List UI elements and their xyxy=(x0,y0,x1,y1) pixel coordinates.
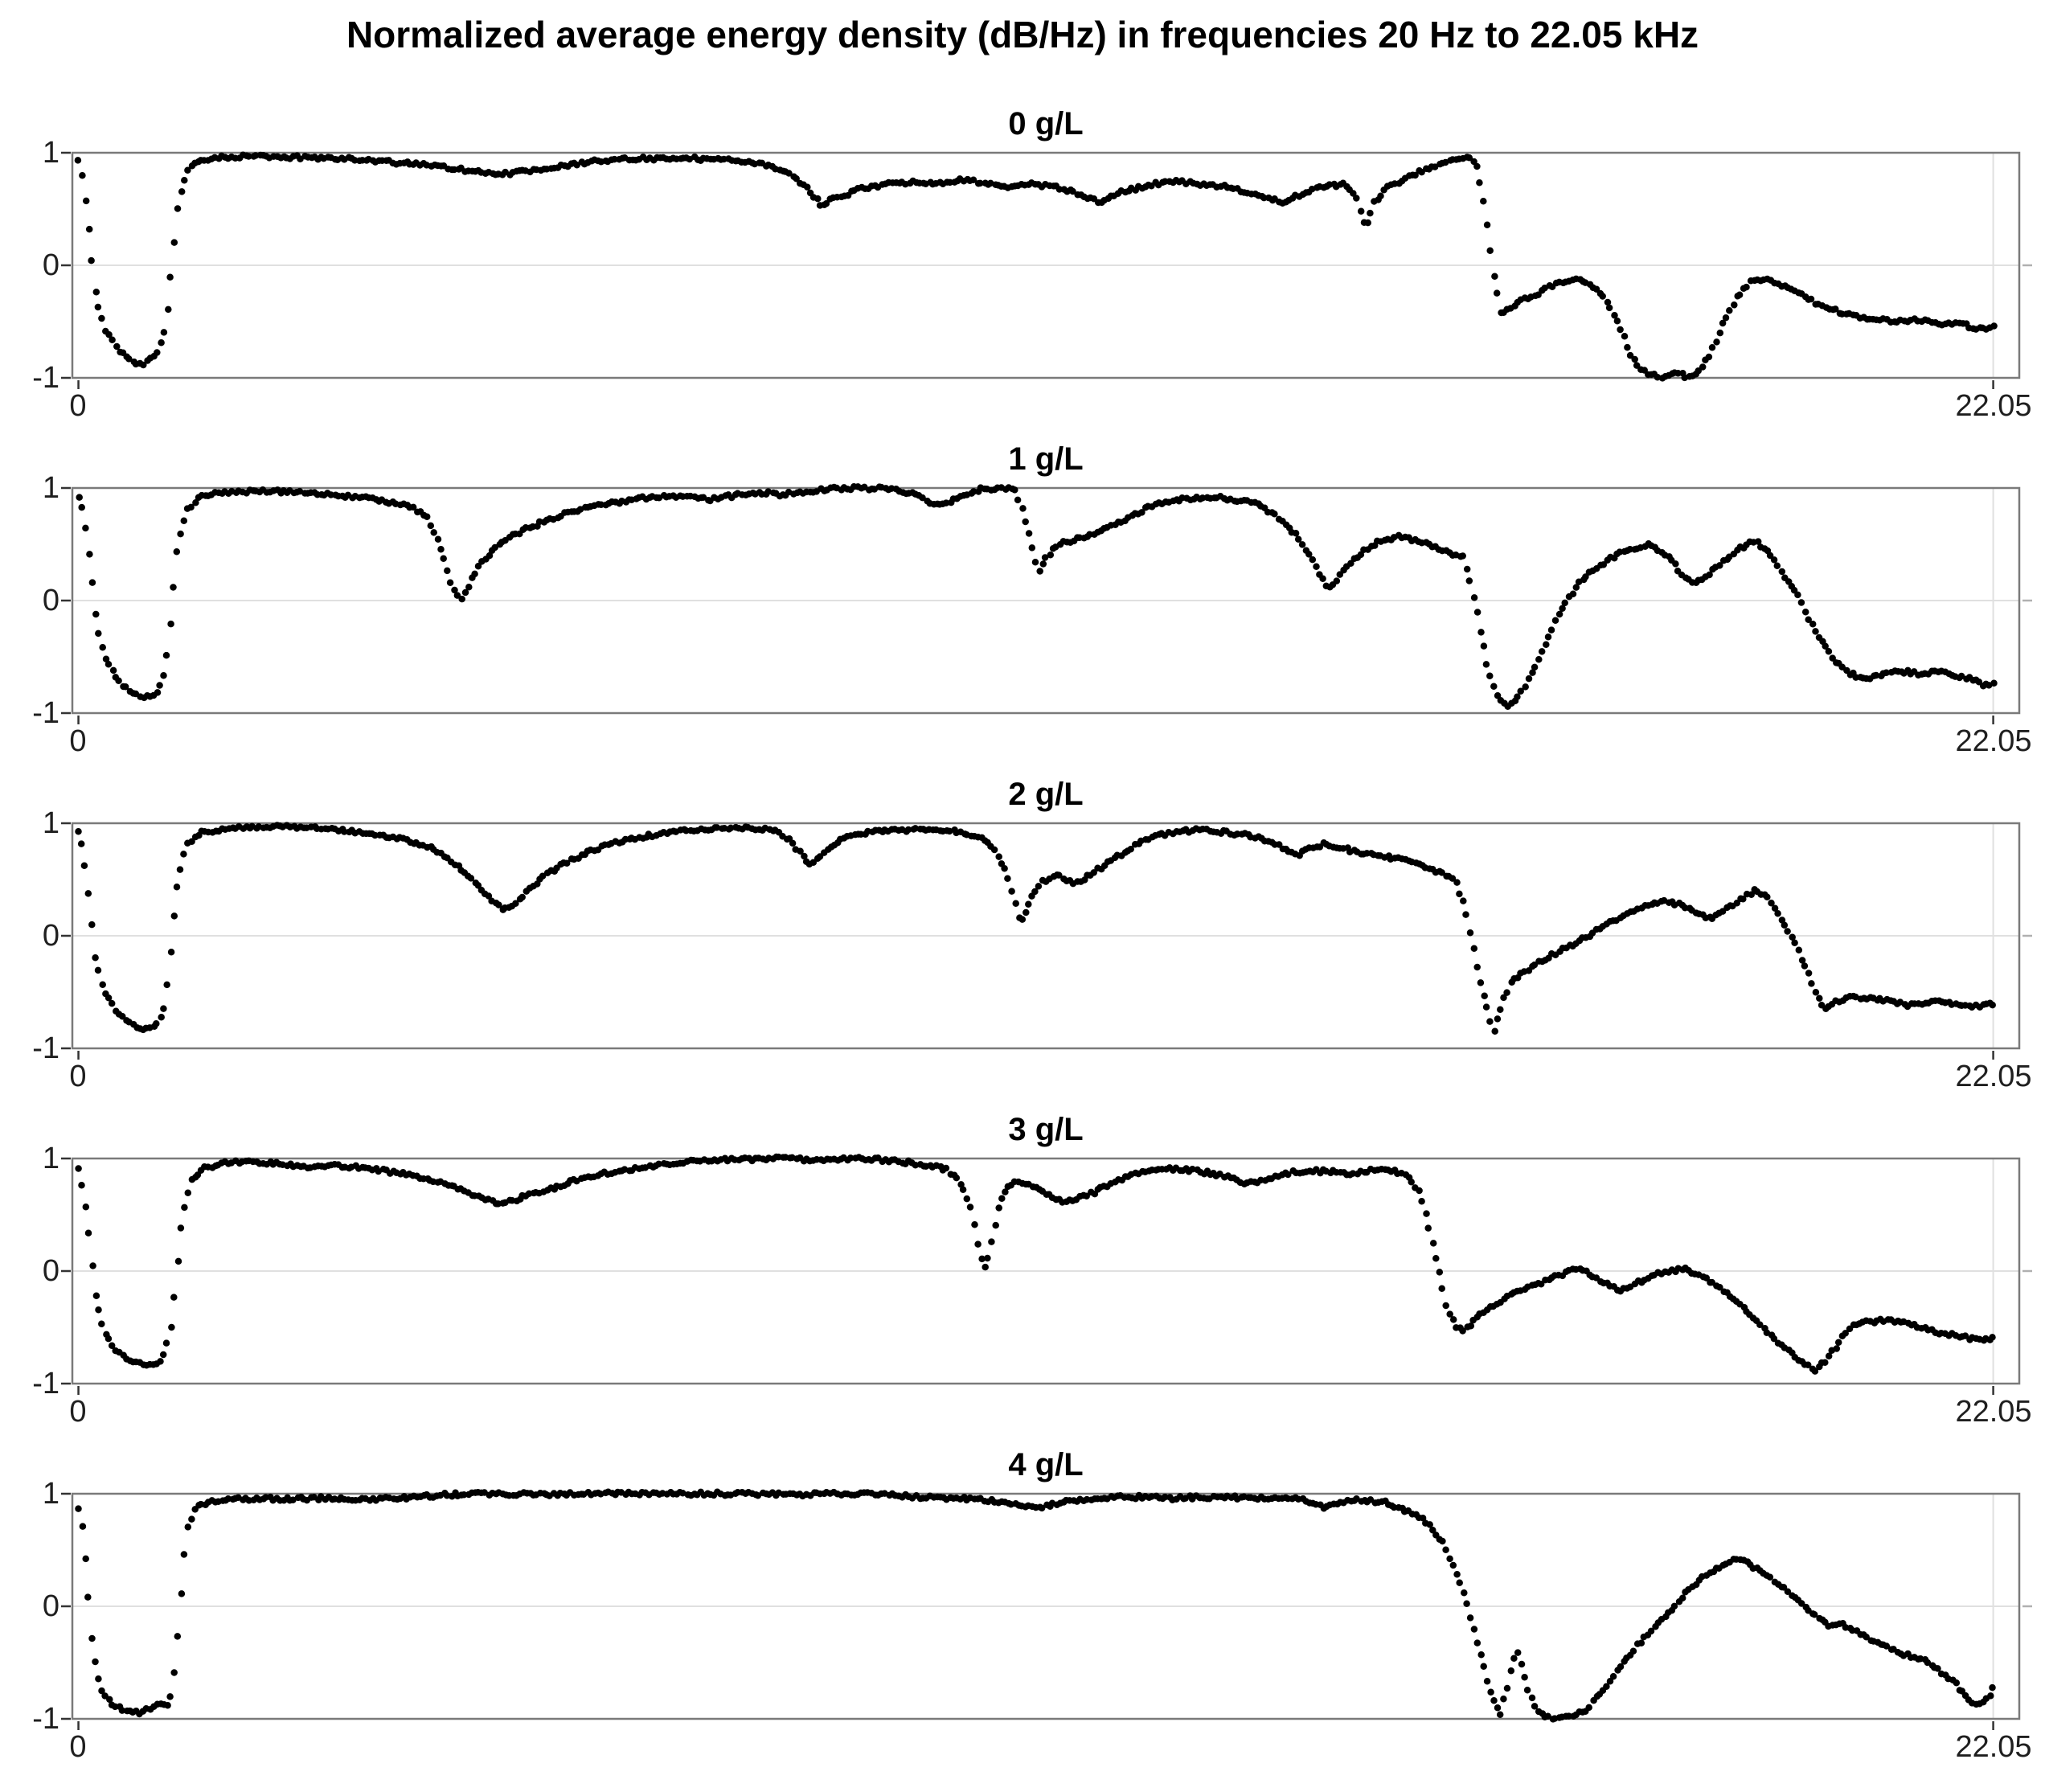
plot-canvas xyxy=(61,1488,2032,1730)
x-tick-label-min: 0 xyxy=(69,724,87,758)
y-tick-label-mid: 0 xyxy=(42,919,59,953)
plot-canvas xyxy=(61,483,2032,724)
plot-canvas xyxy=(61,151,2032,389)
plot-frame xyxy=(71,822,2021,1050)
subplot-title: 4 g/L xyxy=(1008,1447,1084,1482)
x-tick-label-min: 0 xyxy=(69,1060,87,1093)
x-tick-label-min: 0 xyxy=(69,389,87,423)
figure-title: Normalized average energy density (dB/Hz… xyxy=(346,14,1699,55)
y-tick-label-bottom: -1 xyxy=(32,696,59,730)
x-tick-label-max: 22.05 xyxy=(1955,1395,2032,1429)
subplot-title: 3 g/L xyxy=(1008,1112,1084,1147)
y-tick-label-bottom: -1 xyxy=(32,1702,59,1736)
x-tick-label-min: 0 xyxy=(69,1395,87,1429)
x-tick-label-max: 22.05 xyxy=(1955,1060,2032,1093)
plot-frame xyxy=(71,1157,2021,1385)
plot-area: 1 0 -1 0 22.05 xyxy=(32,471,2032,758)
plot-canvas xyxy=(61,822,2032,1060)
x-tick-label-max: 22.05 xyxy=(1955,389,2032,423)
subplot-title: 2 g/L xyxy=(1008,777,1084,812)
y-tick-label-mid: 0 xyxy=(42,1254,59,1288)
y-tick-label-top: 1 xyxy=(42,806,59,840)
energy-curve xyxy=(75,1153,1996,1375)
energy-curve xyxy=(75,1488,1996,1723)
subplot-1gL: 1 g/L 1 0 -1 0 22.05 xyxy=(0,441,2045,763)
x-tick-label-max: 22.05 xyxy=(1955,1730,2032,1764)
subplot-0gL: 0 g/L 1 0 -1 0 22.05 xyxy=(0,106,2045,428)
y-tick-label-bottom: -1 xyxy=(32,361,59,395)
x-tick-label-max: 22.05 xyxy=(1955,724,2032,758)
plot-frame xyxy=(71,486,2021,715)
energy-curve xyxy=(76,483,1998,711)
x-tick-label-min: 0 xyxy=(69,1730,87,1764)
plot-area: 1 0 -1 0 22.05 xyxy=(32,1142,2032,1429)
plot-frame xyxy=(71,1492,2021,1720)
plot-area: 1 0 -1 0 22.05 xyxy=(32,1477,2032,1764)
y-tick-label-top: 1 xyxy=(42,1477,59,1511)
y-tick-label-mid: 0 xyxy=(42,248,59,282)
subplot-title: 0 g/L xyxy=(1008,106,1084,141)
y-tick-label-bottom: -1 xyxy=(32,1031,59,1065)
plot-area: 1 0 -1 0 22.05 xyxy=(32,806,2032,1093)
y-tick-label-top: 1 xyxy=(42,136,59,170)
energy-curve xyxy=(75,822,1996,1035)
plot-frame xyxy=(71,151,2021,379)
y-tick-label-bottom: -1 xyxy=(32,1367,59,1400)
subplot-4gL: 4 g/L 1 0 -1 0 22.05 xyxy=(0,1447,2045,1769)
y-tick-label-mid: 0 xyxy=(42,1589,59,1623)
energy-curve xyxy=(74,151,1998,382)
plot-canvas xyxy=(61,1153,2032,1395)
subplot-title: 1 g/L xyxy=(1008,441,1084,477)
y-tick-label-mid: 0 xyxy=(42,584,59,617)
plot-area: 1 0 -1 0 22.05 xyxy=(32,136,2032,423)
y-tick-label-top: 1 xyxy=(42,471,59,505)
y-tick-label-top: 1 xyxy=(42,1142,59,1175)
subplot-3gL: 3 g/L 1 0 -1 0 22.05 xyxy=(0,1112,2045,1433)
subplot-2gL: 2 g/L 1 0 -1 0 22.05 xyxy=(0,777,2045,1098)
